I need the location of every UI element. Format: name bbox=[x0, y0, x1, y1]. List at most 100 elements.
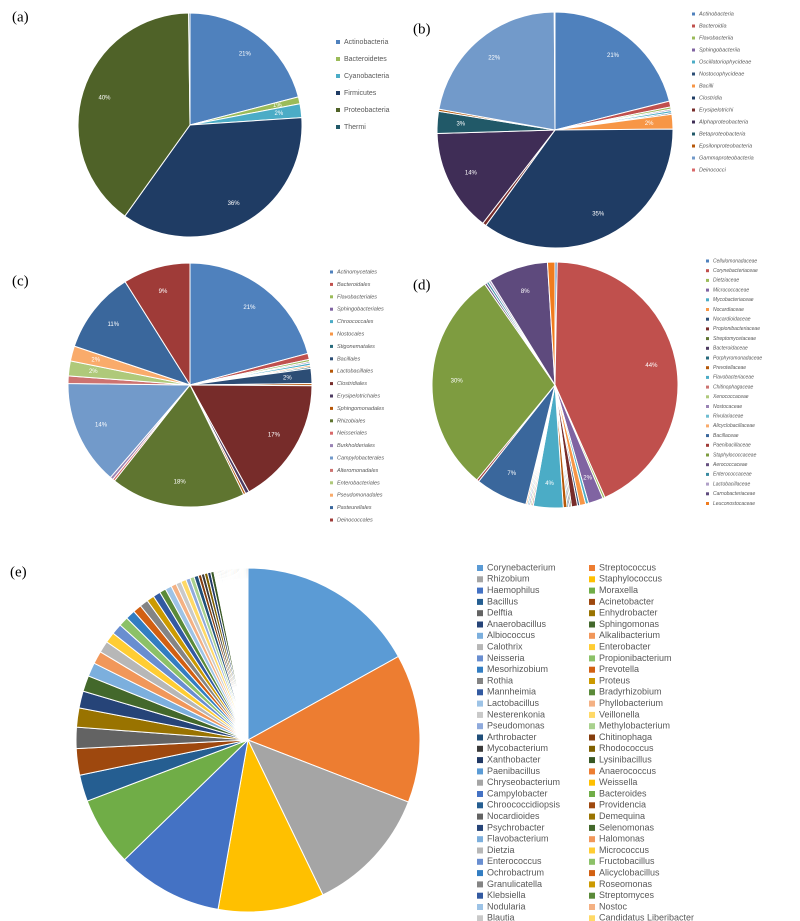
legend-label: Granulicatella bbox=[487, 879, 542, 889]
legend-swatch bbox=[589, 655, 595, 662]
legend-swatch bbox=[706, 269, 709, 273]
legend-swatch bbox=[589, 576, 595, 583]
legend-label: Moraxella bbox=[599, 585, 638, 595]
legend-swatch bbox=[477, 689, 483, 696]
legend-label: Sphingobacteriales bbox=[337, 307, 384, 313]
legend-label: Actinomycetales bbox=[336, 269, 377, 275]
legend-label: Betaproteobacteria bbox=[699, 131, 745, 137]
legend-swatch bbox=[706, 463, 709, 467]
data-label: 44% bbox=[645, 363, 658, 369]
legend-label: Corynebacterium bbox=[487, 562, 556, 572]
data-label: 35% bbox=[592, 211, 605, 217]
legend-swatch bbox=[477, 644, 483, 651]
legend-swatch bbox=[706, 482, 709, 486]
legend-swatch bbox=[477, 836, 483, 843]
legend-swatch bbox=[589, 813, 595, 820]
legend-label: Flavobacteriia bbox=[699, 35, 733, 41]
legend-label: Propionibacterium bbox=[599, 653, 672, 663]
legend-swatch bbox=[330, 307, 333, 311]
legend-label: Haemophilus bbox=[487, 585, 540, 595]
legend-swatch bbox=[692, 96, 695, 100]
legend-swatch bbox=[589, 621, 595, 628]
legend-label: Micrococcaceae bbox=[713, 287, 749, 293]
pie-slice bbox=[246, 655, 421, 803]
legend-swatch bbox=[477, 565, 483, 571]
legend-label: Nostocales bbox=[337, 331, 364, 337]
data-label: 21% bbox=[243, 305, 256, 311]
legend-label: Firmicutes bbox=[344, 90, 377, 97]
legend-swatch bbox=[589, 892, 595, 899]
legend-swatch bbox=[589, 847, 595, 854]
legend-swatch bbox=[477, 779, 483, 786]
legend-label: Burkholderiales bbox=[337, 443, 375, 449]
legend-label: Staphylococcus bbox=[599, 574, 663, 584]
legend-label: Paenibacillaceae bbox=[713, 443, 751, 449]
legend-label: Bacilli bbox=[699, 83, 714, 89]
legend-swatch bbox=[706, 453, 709, 457]
legend-swatch bbox=[477, 858, 483, 865]
legend-swatch bbox=[336, 57, 340, 61]
legend-swatch bbox=[692, 60, 695, 64]
pie-slice bbox=[553, 11, 556, 131]
legend-label: Selenomonas bbox=[599, 822, 655, 832]
data-label: 7% bbox=[507, 471, 516, 477]
legend-label: Sphingomonadales bbox=[337, 406, 384, 412]
legend-label: Xenococcaceae bbox=[712, 394, 749, 400]
legend-swatch bbox=[330, 444, 333, 448]
legend-label: Albiococcus bbox=[487, 630, 536, 640]
legend-swatch bbox=[589, 870, 595, 877]
pie-slice bbox=[436, 129, 557, 225]
legend-label: Providencia bbox=[599, 800, 646, 810]
data-label: 18% bbox=[174, 480, 187, 486]
legend-swatch bbox=[589, 836, 595, 843]
legend-label: Actinobacteria bbox=[698, 11, 734, 17]
legend-swatch bbox=[706, 385, 709, 389]
legend-swatch bbox=[589, 678, 595, 684]
legend-label: Enterococcaceae bbox=[713, 472, 752, 478]
legend-swatch bbox=[477, 791, 483, 797]
data-label: 30% bbox=[451, 379, 464, 385]
data-label: 17% bbox=[268, 432, 281, 438]
legend-label: Weissella bbox=[599, 777, 637, 787]
legend-label: Anaerobacillus bbox=[487, 619, 547, 629]
legend-label: Veillonella bbox=[599, 709, 640, 719]
legend-swatch bbox=[330, 468, 333, 472]
data-label: 2% bbox=[583, 475, 592, 481]
data-label: 22% bbox=[488, 55, 501, 61]
legend-label: Rhizobium bbox=[487, 574, 530, 584]
data-label: 11% bbox=[108, 322, 120, 328]
legend-label: Actinobacteria bbox=[344, 39, 388, 46]
data-label: 40% bbox=[99, 96, 112, 102]
pie-slice bbox=[124, 117, 303, 238]
legend-label: Arthrobacter bbox=[487, 732, 537, 742]
legend-label: Porphyromonadaceae bbox=[713, 355, 762, 361]
legend-label: Rothia bbox=[487, 675, 513, 685]
legend-label: Rhizobiales bbox=[337, 418, 366, 424]
legend-swatch bbox=[706, 472, 709, 476]
pie-slice bbox=[189, 262, 309, 386]
legend-swatch bbox=[589, 632, 595, 639]
legend-label: Mycobacteriaceae bbox=[713, 297, 754, 303]
legend-swatch bbox=[330, 357, 333, 361]
legend-swatch bbox=[706, 414, 709, 418]
data-label: 2% bbox=[645, 121, 654, 127]
legend-swatch bbox=[336, 40, 340, 44]
legend-swatch bbox=[477, 915, 483, 921]
legend-label: Nocardiaceae bbox=[713, 307, 744, 313]
legend-swatch bbox=[477, 892, 483, 899]
pie-slice bbox=[247, 567, 400, 741]
legend-swatch bbox=[330, 493, 333, 497]
legend-label: Enterobacter bbox=[599, 641, 651, 651]
pie-slice bbox=[73, 281, 192, 386]
legend-label: Dietziaceae bbox=[713, 278, 739, 284]
legend-swatch bbox=[706, 337, 709, 341]
legend-label: Bacillaceae bbox=[713, 433, 739, 439]
legend-swatch bbox=[477, 904, 483, 910]
pie-slice bbox=[189, 384, 313, 493]
legend-swatch bbox=[330, 282, 333, 286]
legend-swatch bbox=[330, 369, 333, 373]
legend-label: Chroococcales bbox=[337, 319, 374, 325]
legend-swatch bbox=[330, 394, 333, 398]
legend-swatch bbox=[589, 858, 595, 865]
legend-swatch bbox=[589, 745, 595, 752]
